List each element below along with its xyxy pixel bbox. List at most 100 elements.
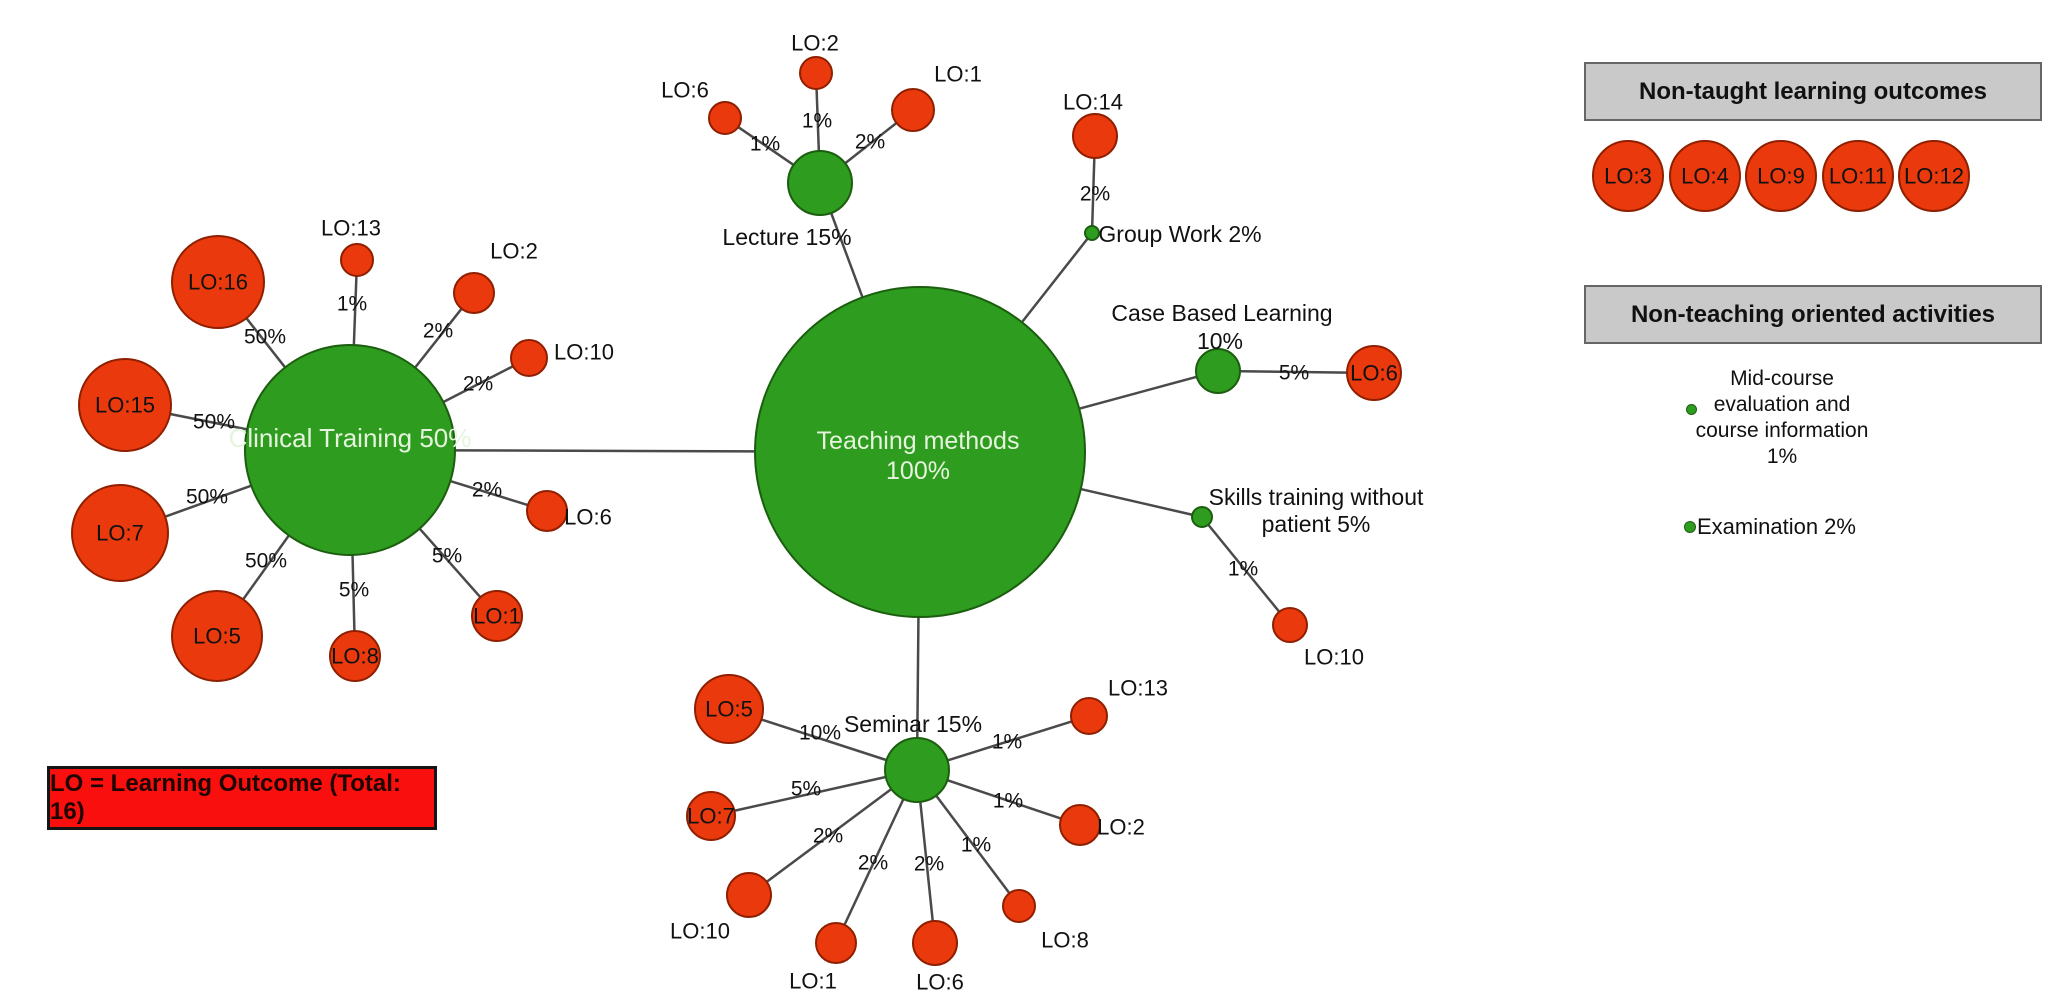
edge-label-groupwork-g14: 2%	[1080, 183, 1110, 206]
panel-header-non-taught-learning-outcomes: Non-taught learning outcomes	[1584, 62, 2042, 121]
node-groupwork	[1084, 225, 1100, 241]
node-m6	[912, 920, 958, 966]
node-label-g14: LO:14	[1063, 90, 1123, 115]
node-skills	[1191, 506, 1213, 528]
node-label-m5: LO:5	[705, 697, 753, 722]
node-seminar	[884, 737, 950, 803]
node-n9	[1745, 140, 1817, 212]
edge-seminar-m6	[919, 801, 934, 922]
activity-line: Mid-course	[1730, 367, 1834, 390]
node-label-n3: LO:3	[1604, 164, 1652, 189]
edge-teaching-seminar	[916, 616, 920, 739]
edge-label-clinical-c7: 50%	[186, 486, 228, 509]
node-c5	[171, 590, 263, 682]
edge-clinical-c15	[169, 412, 248, 431]
node-l6	[708, 101, 742, 135]
edge-seminar-m10	[765, 788, 893, 883]
edge-teaching-cbl	[1078, 375, 1198, 410]
node-label-m7: LO:7	[687, 804, 735, 829]
node-label-m1: LO:1	[789, 969, 837, 994]
node-lecture	[787, 150, 853, 216]
panel-header-non-teaching-oriented-activities: Non-teaching oriented activities	[1584, 285, 2042, 344]
node-n4	[1669, 140, 1741, 212]
edge-lecture-l1	[844, 121, 898, 165]
edge-label-clinical-c6: 2%	[472, 479, 502, 502]
edge-clinical-c10	[442, 365, 514, 404]
edge-seminar-m7	[734, 775, 887, 812]
edge-clinical-c16	[245, 317, 287, 369]
edge-label-seminar-m2: 1%	[993, 790, 1023, 813]
node-label-clinical: Clinical Training 50%	[229, 423, 472, 453]
node-l2	[799, 56, 833, 90]
edge-teaching-clinical	[454, 449, 756, 453]
node-m8	[1002, 889, 1036, 923]
node-label-lecture: Lecture 15%	[722, 224, 851, 250]
node-cb6	[1346, 345, 1402, 401]
node-label-c5: LO:5	[193, 624, 241, 649]
edge-label-skills-s10: 1%	[1228, 558, 1258, 581]
edge-clinical-c13	[352, 275, 358, 346]
edge-label-lecture-l6: 1%	[750, 133, 780, 156]
activity-examination: Examination 2%	[1684, 514, 1856, 540]
node-label-skills: patient 5%	[1262, 511, 1371, 537]
node-c6	[526, 490, 568, 532]
edge-label-clinical-c10: 2%	[463, 373, 493, 396]
node-m1	[815, 922, 857, 964]
edge-label-clinical-c16: 50%	[244, 326, 286, 349]
edge-label-seminar-m7: 5%	[791, 778, 821, 801]
node-label-m8: LO:8	[1041, 928, 1089, 953]
edge-clinical-c5	[242, 534, 290, 601]
node-label-c6: LO:6	[564, 505, 612, 530]
node-label-n11: LO:11	[1829, 164, 1887, 189]
edge-label-clinical-c1: 5%	[432, 545, 462, 568]
edge-clinical-c1	[418, 527, 482, 599]
edge-label-clinical-c5: 50%	[245, 550, 287, 573]
node-label-teaching: 100%	[886, 457, 950, 485]
node-n12	[1898, 140, 1970, 212]
node-l1	[891, 88, 935, 132]
edge-skills-s10	[1207, 523, 1281, 613]
edge-teaching-skills	[1080, 487, 1193, 516]
node-c15	[78, 358, 172, 452]
node-label-c1: LO:1	[473, 604, 521, 629]
node-label-cb6: LO:6	[1350, 361, 1398, 386]
node-label-c10: LO:10	[554, 340, 614, 365]
edge-label-clinical-c13: 1%	[337, 293, 367, 316]
node-cbl	[1195, 348, 1241, 394]
edge-seminar-m13	[947, 720, 1073, 762]
node-c10	[510, 339, 548, 377]
edge-seminar-m5	[760, 718, 887, 762]
activity-line: Examination 2%	[1697, 514, 1856, 539]
edge-label-clinical-c8: 5%	[339, 579, 369, 602]
activity-line: evaluation and	[1713, 393, 1851, 416]
node-label-s10: LO:10	[1304, 645, 1364, 670]
node-c7	[71, 484, 169, 582]
node-clinical	[244, 344, 456, 556]
edge-teaching-lecture	[829, 212, 864, 298]
node-label-l2: LO:2	[791, 31, 839, 56]
edge-label-seminar-m1: 2%	[858, 852, 888, 875]
node-label-l6: LO:6	[661, 78, 709, 103]
node-label-l1: LO:1	[934, 62, 982, 87]
legend-box: LO = Learning Outcome (Total: 16)	[47, 766, 437, 830]
node-c2	[453, 272, 495, 314]
node-m13	[1070, 697, 1108, 735]
node-teaching	[754, 286, 1086, 618]
node-label-m2: LO:2	[1097, 815, 1145, 840]
node-label-cbl: 10%	[1197, 328, 1243, 354]
edge-lecture-l2	[815, 88, 821, 152]
examination-dot-icon	[1684, 521, 1696, 533]
node-label-groupwork: Group Work 2%	[1098, 221, 1261, 247]
node-label-m10: LO:10	[670, 919, 730, 944]
node-label-cbl: Case Based Learning	[1111, 300, 1332, 326]
edge-cbl-cb6	[1239, 370, 1348, 374]
edge-label-seminar-m13: 1%	[992, 731, 1022, 754]
edge-seminar-m2	[946, 779, 1062, 820]
node-label-c13: LO:13	[321, 216, 381, 241]
node-label-skills: Skills training without	[1209, 484, 1424, 510]
edge-clinical-c7	[164, 484, 252, 518]
edge-label-seminar-m5: 10%	[799, 722, 841, 745]
node-label-c2: LO:2	[490, 239, 538, 264]
